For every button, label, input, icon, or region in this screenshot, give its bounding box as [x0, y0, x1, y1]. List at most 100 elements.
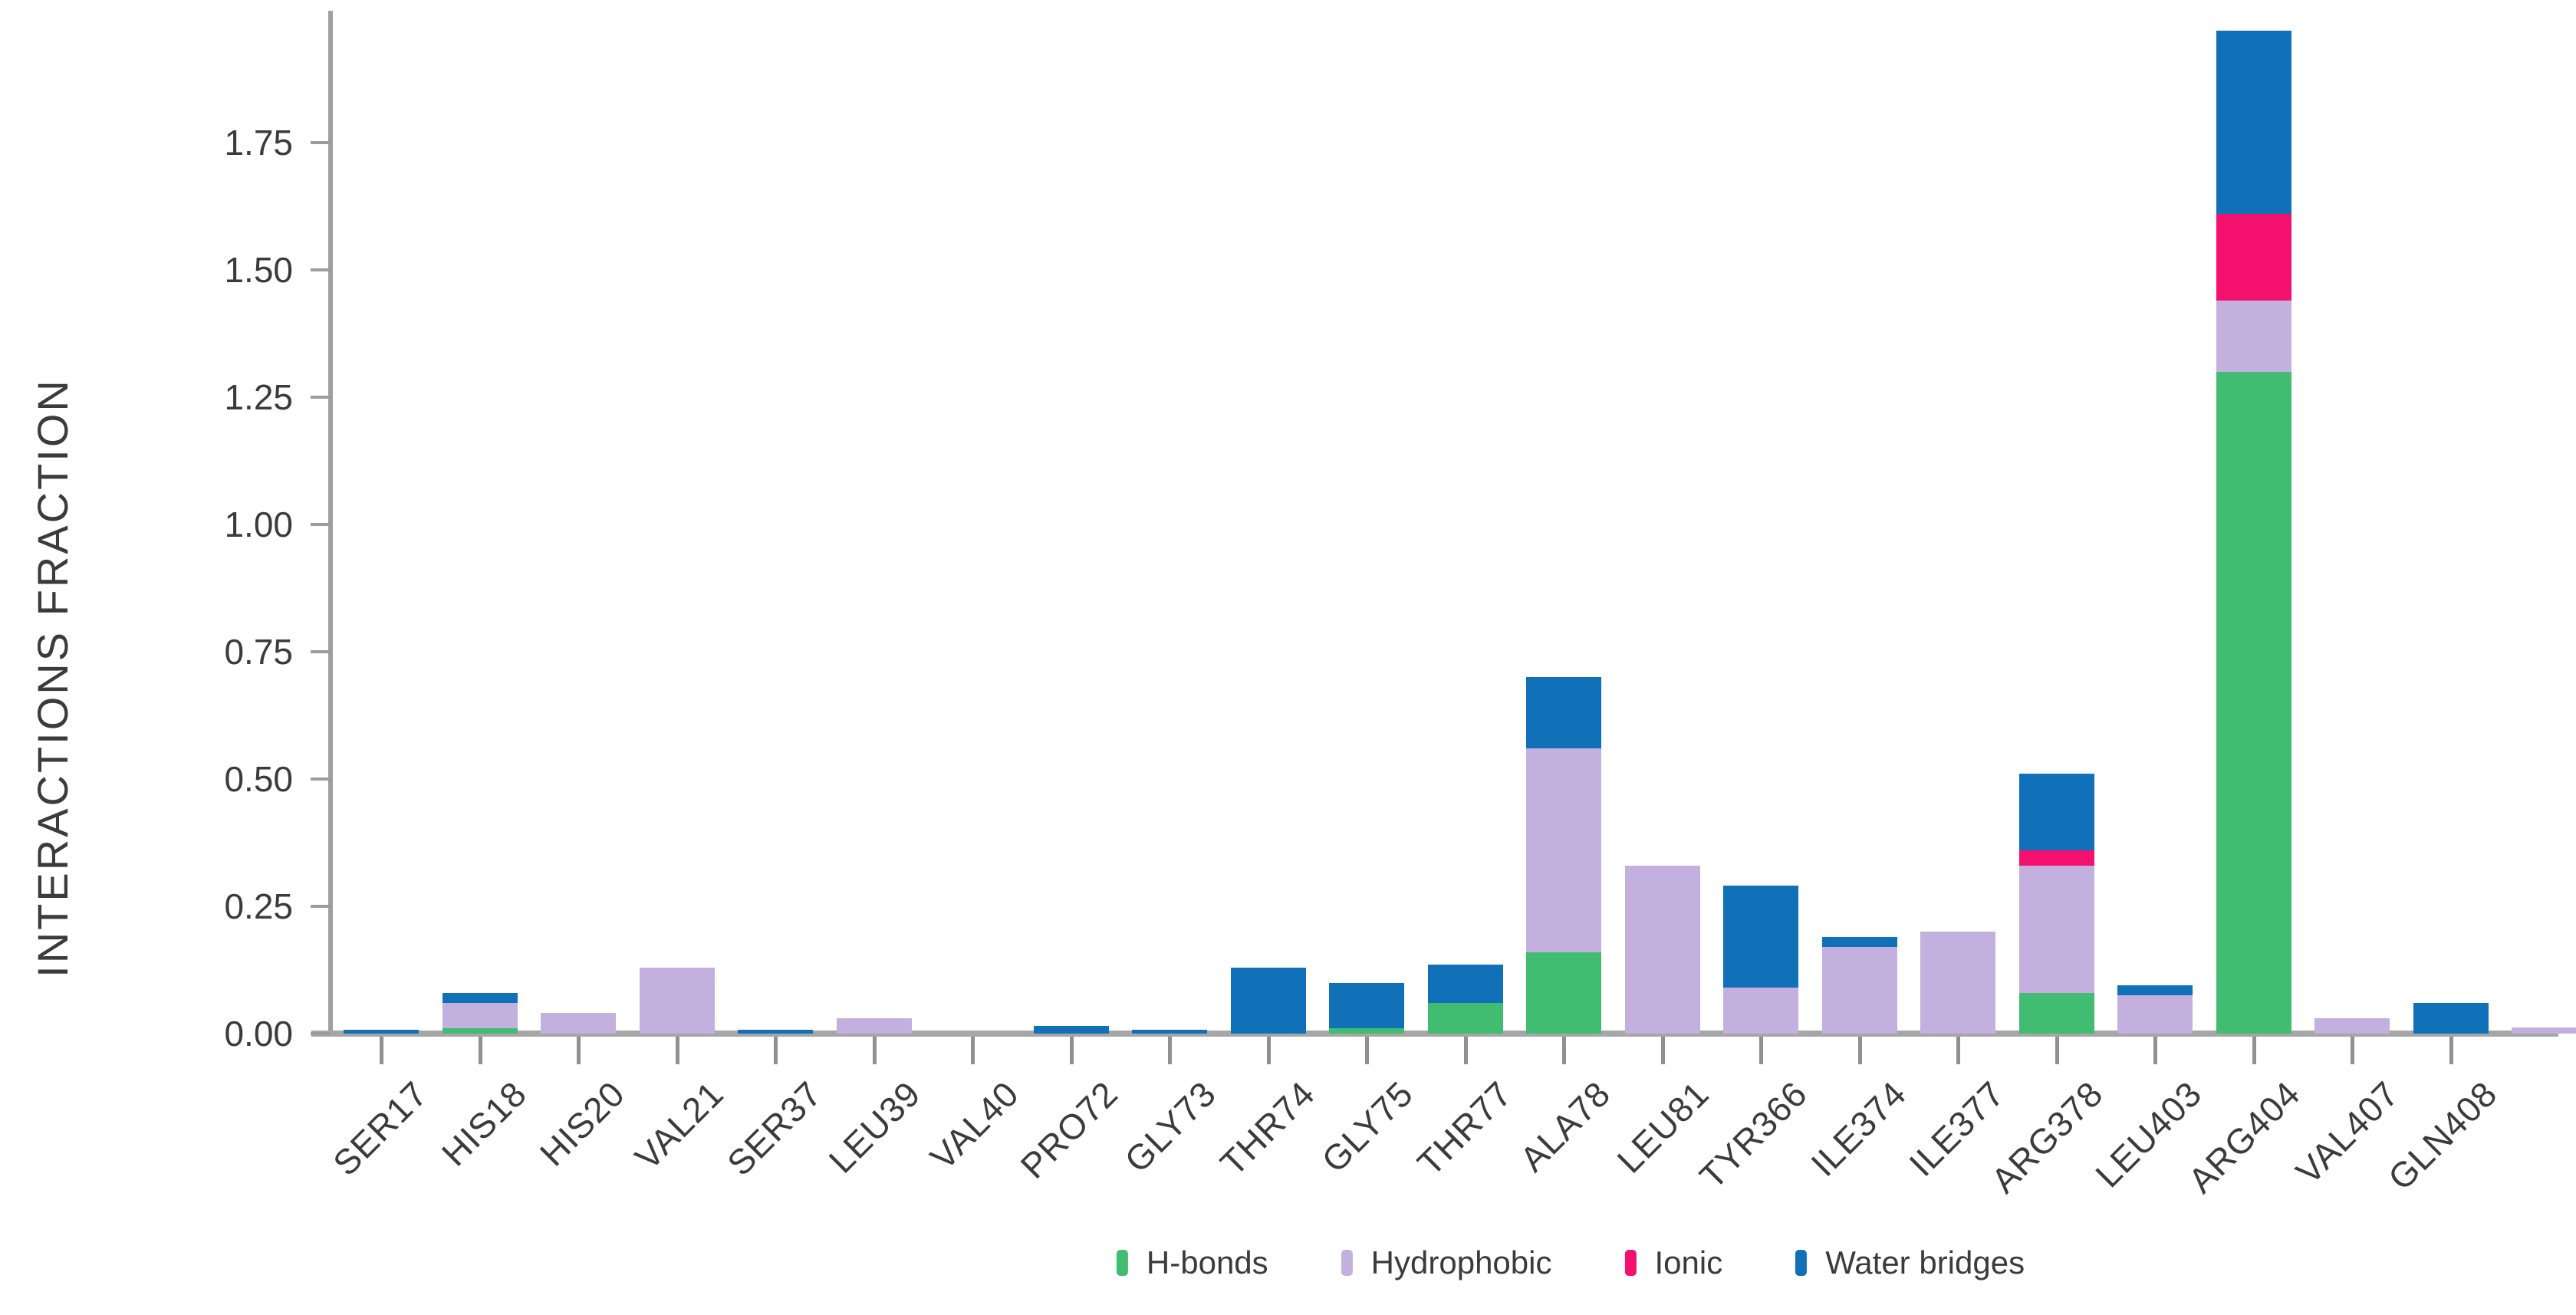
- legend-swatch-water-bridges: [1795, 1250, 1808, 1276]
- x-tick-LEU81: [1660, 1037, 1665, 1064]
- bar-segment-ALA78-Water bridges: [1526, 677, 1601, 749]
- y-tick-0.00: [311, 1032, 331, 1035]
- legend-item-water-bridges: Water bridges: [1795, 1247, 2025, 1279]
- x-axis-baseline: [311, 1031, 2558, 1037]
- bar-segment-ILE377-Hydrophobic: [1920, 932, 1995, 1034]
- y-tick-1.25: [311, 396, 331, 399]
- bar-segment-LEU81-Hydrophobic: [1624, 865, 1700, 1034]
- bar-segment-HIS18-Water bridges: [442, 992, 518, 1004]
- bar-segment-ILE374-Hydrophobic: [1821, 947, 1897, 1034]
- y-tick-1.00: [311, 523, 331, 526]
- x-label-GLY75: GLY75: [1314, 1073, 1421, 1181]
- bar-segment-ARG404-H-bonds: [2216, 371, 2291, 1034]
- bar-segment-ARG404-Water bridges: [2216, 30, 2291, 214]
- bar-segment-SER37-Water bridges: [738, 1029, 813, 1034]
- bar-segment-VAL407-Hydrophobic: [2314, 1018, 2390, 1034]
- bar-segment-VAL21-Hydrophobic: [639, 967, 715, 1034]
- y-axis-title: INTERACTIONS FRACTION: [28, 378, 77, 978]
- x-label-THR77: THR77: [1409, 1073, 1520, 1184]
- y-tick-0.75: [311, 650, 331, 653]
- clipped-edge-bar: [2512, 1027, 2576, 1034]
- x-label-SER17: SER17: [325, 1073, 436, 1184]
- bar-segment-ALA78-Hydrophobic: [1526, 748, 1601, 952]
- x-tick-ARG404: [2252, 1037, 2256, 1064]
- bar-segment-ARG378-Water bridges: [2018, 774, 2094, 850]
- bar-segment-TYR366-Hydrophobic: [1723, 988, 1798, 1034]
- x-tick-ARG378: [2055, 1037, 2059, 1064]
- bar-segment-GLN408-Water bridges: [2413, 1003, 2489, 1034]
- bar-segment-ARG378-Ionic: [2018, 850, 2094, 866]
- legend-label-hbonds: H-bonds: [1146, 1244, 1268, 1280]
- y-tick-label-0.25: 0.25: [224, 886, 293, 926]
- bar-segment-PRO72-Water bridges: [1033, 1026, 1109, 1034]
- y-tick-label-1.50: 1.50: [224, 250, 293, 290]
- y-tick-label-0.00: 0.00: [224, 1014, 293, 1054]
- x-tick-PRO72: [1069, 1037, 1074, 1064]
- legend-swatch-hbonds: [1116, 1250, 1128, 1276]
- y-tick-label-1.75: 1.75: [224, 123, 293, 163]
- bar-segment-ARG378-Hydrophobic: [2018, 865, 2094, 993]
- bar-segment-HIS20-Hydrophobic: [541, 1013, 616, 1034]
- bar-segment-ILE374-Water bridges: [1821, 936, 1897, 948]
- bar-segment-ALA78-H-bonds: [1526, 952, 1601, 1034]
- x-tick-SER17: [380, 1037, 383, 1064]
- y-axis-line: [328, 11, 333, 1037]
- y-tick-0.50: [311, 777, 331, 781]
- x-label-ILE374: ILE374: [1803, 1073, 1914, 1184]
- x-label-SER37: SER37: [719, 1073, 830, 1184]
- x-label-GLN408: GLN408: [2380, 1073, 2505, 1198]
- bar-segment-HIS18-H-bonds: [442, 1028, 518, 1034]
- y-tick-label-0.75: 0.75: [224, 632, 293, 672]
- x-tick-GLY73: [1168, 1037, 1172, 1064]
- bar-segment-GLY73-Water bridges: [1132, 1029, 1207, 1034]
- bar-segment-ARG378-H-bonds: [2018, 992, 2094, 1034]
- x-tick-LEU403: [2153, 1037, 2157, 1064]
- x-tick-ILE377: [1956, 1037, 1960, 1064]
- x-label-TYR366: TYR366: [1692, 1073, 1815, 1197]
- x-tick-TYR366: [1759, 1037, 1763, 1064]
- legend-swatch-ionic: [1624, 1250, 1637, 1276]
- bar-segment-ARG404-Ionic: [2216, 213, 2291, 301]
- legend-label-hydrophobic: Hydrophobic: [1370, 1244, 1552, 1280]
- bar-segment-TYR366-Water bridges: [1723, 886, 1798, 988]
- x-tick-GLN408: [2449, 1037, 2453, 1064]
- x-label-THR74: THR74: [1212, 1073, 1323, 1184]
- legend-item-ionic: Ionic: [1624, 1247, 1722, 1279]
- y-tick-0.25: [311, 905, 331, 908]
- bar-segment-THR77-H-bonds: [1427, 1003, 1503, 1034]
- legend-label-water-bridges: Water bridges: [1825, 1244, 2025, 1280]
- legend: H-bonds Hydrophobic Ionic Water bridges: [1116, 1244, 2025, 1280]
- y-tick-1.50: [311, 268, 331, 271]
- x-tick-THR77: [1463, 1037, 1468, 1064]
- x-label-VAL21: VAL21: [627, 1073, 732, 1178]
- bar-segment-THR74-Water bridges: [1230, 967, 1306, 1034]
- x-label-ALA78: ALA78: [1512, 1073, 1618, 1179]
- x-tick-LEU39: [872, 1037, 877, 1064]
- x-tick-SER37: [774, 1037, 778, 1064]
- y-tick-label-1.25: 1.25: [224, 377, 293, 417]
- x-tick-ALA78: [1562, 1037, 1566, 1064]
- x-tick-THR74: [1266, 1037, 1271, 1064]
- x-tick-HIS20: [577, 1037, 581, 1064]
- bar-segment-SER17-Water bridges: [344, 1029, 419, 1034]
- legend-swatch-hydrophobic: [1341, 1250, 1353, 1276]
- x-label-VAL40: VAL40: [923, 1073, 1027, 1178]
- x-tick-VAL21: [675, 1037, 679, 1064]
- y-tick-label-1.00: 1.00: [224, 505, 293, 544]
- bar-segment-GLY75-H-bonds: [1329, 1028, 1404, 1034]
- bar-segment-THR77-Water bridges: [1427, 965, 1503, 1004]
- legend-item-hydrophobic: Hydrophobic: [1341, 1244, 1552, 1280]
- bar-segment-LEU39-Hydrophobic: [836, 1018, 912, 1034]
- bar-segment-LEU403-Water bridges: [2117, 985, 2193, 996]
- x-tick-VAL407: [2351, 1037, 2354, 1064]
- x-tick-GLY75: [1365, 1037, 1369, 1064]
- x-label-LEU39: LEU39: [821, 1073, 929, 1181]
- bar-segment-HIS18-Hydrophobic: [442, 1003, 518, 1029]
- x-label-HIS20: HIS20: [531, 1073, 633, 1174]
- legend-item-hbonds: H-bonds: [1116, 1244, 1268, 1280]
- y-tick-label-0.50: 0.50: [224, 759, 293, 799]
- bar-segment-LEU403-Hydrophobic: [2117, 995, 2193, 1034]
- y-tick-1.75: [311, 141, 331, 144]
- x-label-HIS18: HIS18: [433, 1073, 535, 1174]
